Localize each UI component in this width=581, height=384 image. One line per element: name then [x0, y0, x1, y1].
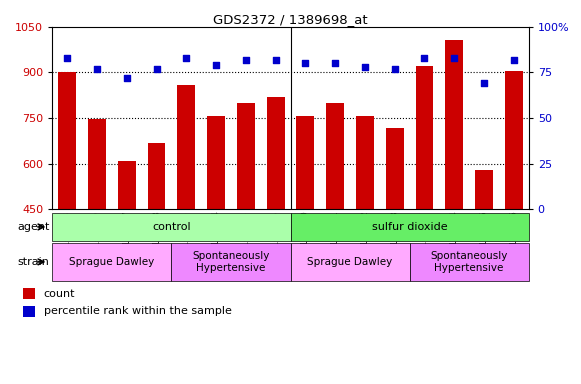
- Point: [331, 60, 340, 66]
- Bar: [58, 73, 76, 209]
- Bar: [207, 116, 225, 209]
- Point: [63, 55, 72, 61]
- Bar: [52, 243, 171, 281]
- Bar: [148, 143, 166, 209]
- Bar: [177, 85, 195, 209]
- Bar: [118, 161, 136, 209]
- Text: sulfur dioxide: sulfur dioxide: [372, 222, 447, 232]
- Point: [420, 55, 429, 61]
- Bar: [446, 40, 463, 209]
- Point: [450, 55, 459, 61]
- Bar: [296, 116, 314, 209]
- Bar: [237, 103, 254, 209]
- Text: agent: agent: [17, 222, 49, 232]
- Bar: [267, 97, 285, 209]
- Text: count: count: [44, 289, 75, 299]
- Point: [360, 64, 370, 70]
- Text: control: control: [152, 222, 191, 232]
- Bar: [52, 213, 290, 241]
- Text: percentile rank within the sample: percentile rank within the sample: [44, 306, 231, 316]
- Bar: [415, 66, 433, 209]
- Point: [479, 80, 489, 86]
- Bar: [327, 103, 344, 209]
- Title: GDS2372 / 1389698_at: GDS2372 / 1389698_at: [213, 13, 368, 26]
- Bar: [88, 119, 106, 209]
- Point: [92, 66, 102, 72]
- Bar: [505, 71, 523, 209]
- Point: [152, 66, 161, 72]
- Bar: [475, 170, 493, 209]
- Bar: [386, 128, 404, 209]
- Point: [509, 56, 518, 63]
- Bar: [410, 243, 529, 281]
- Bar: [290, 213, 529, 241]
- Bar: [290, 243, 410, 281]
- Bar: [23, 306, 35, 317]
- Point: [390, 66, 399, 72]
- Text: Spontaneously
Hypertensive: Spontaneously Hypertensive: [192, 251, 270, 273]
- Bar: [23, 288, 35, 299]
- Text: Sprague Dawley: Sprague Dawley: [307, 257, 393, 267]
- Point: [241, 56, 250, 63]
- Text: strain: strain: [17, 257, 49, 267]
- Point: [122, 75, 131, 81]
- Point: [301, 60, 310, 66]
- Point: [211, 62, 221, 68]
- Bar: [171, 243, 290, 281]
- Text: Spontaneously
Hypertensive: Spontaneously Hypertensive: [431, 251, 508, 273]
- Bar: [356, 116, 374, 209]
- Text: Sprague Dawley: Sprague Dawley: [69, 257, 155, 267]
- Point: [182, 55, 191, 61]
- Point: [271, 56, 280, 63]
